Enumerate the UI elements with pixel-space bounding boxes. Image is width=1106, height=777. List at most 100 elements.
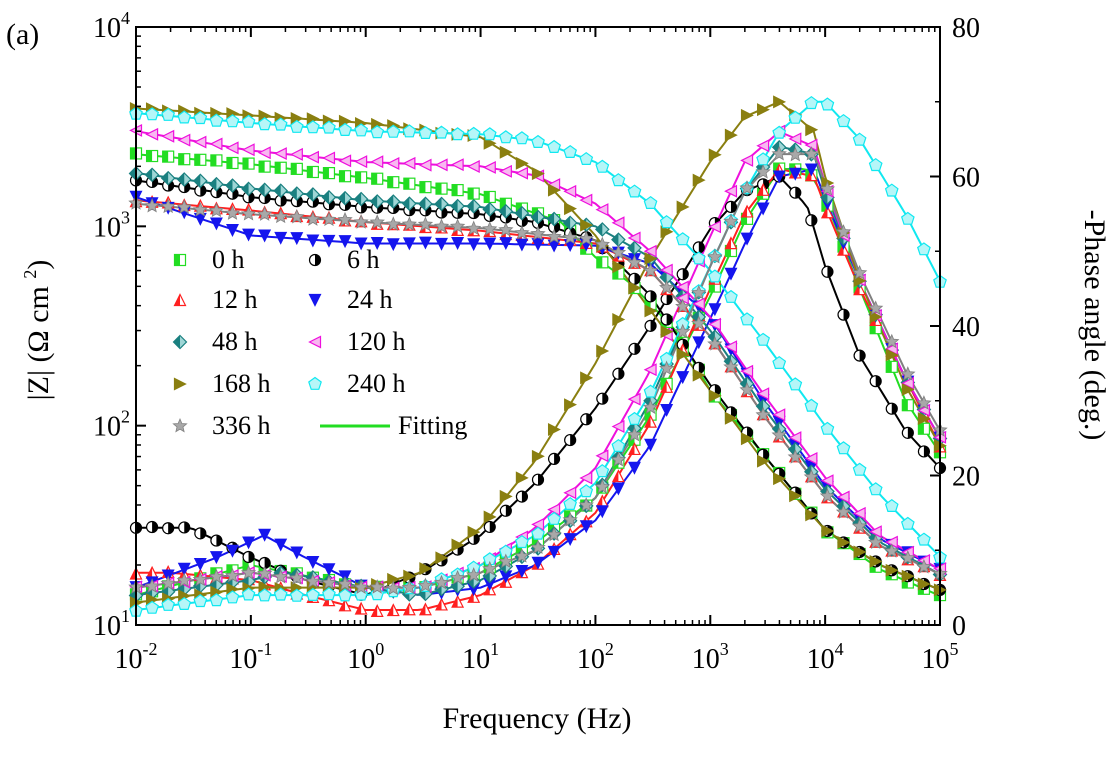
data-point-impedance-336h	[659, 279, 675, 295]
data-point-impedance-24h	[322, 234, 336, 248]
data-point-impedance-24h	[370, 237, 384, 250]
data-point-impedance-120h	[498, 164, 512, 178]
y-left-tick-label: 101	[93, 606, 130, 642]
data-point-impedance-336h	[562, 229, 578, 245]
data-point-impedance-336h	[787, 449, 803, 464]
data-point-impedance-336h	[803, 468, 819, 484]
data-point-phase-6h-fill	[152, 521, 158, 533]
data-point-impedance-48h-fill	[145, 168, 153, 182]
legend: 0 h 6 h 12 h 24 h 48 h 120 h 168 h 240 h 336 h Fi…	[172, 245, 467, 440]
data-point-phase-336h	[514, 548, 530, 563]
data-point-impedance-336h	[224, 205, 241, 220]
data-point-impedance-48h-fill	[338, 191, 346, 205]
data-point-phase-12h-fill	[628, 443, 635, 455]
data-point-phase-168h	[628, 281, 642, 295]
data-point-impedance-120h	[515, 166, 529, 180]
data-point-phase-240h	[289, 588, 304, 602]
data-point-phase-6h-fill	[505, 505, 512, 517]
data-point-phase-6h-fill	[521, 491, 528, 503]
data-point-impedance-336h	[482, 221, 498, 236]
data-point-impedance-336h	[321, 211, 337, 227]
data-point-phase-168h	[580, 371, 594, 385]
data-point-impedance-240h	[305, 120, 320, 134]
data-point-phase-12h-fill	[741, 205, 748, 217]
data-point-phase-168h	[483, 510, 497, 524]
data-point-phase-6h-fill	[538, 474, 544, 486]
data-point-impedance-0h-fill	[902, 577, 908, 589]
data-point-phase-336h	[819, 181, 836, 196]
data-point-phase-168h	[724, 128, 738, 142]
data-point-phase-24h	[515, 565, 529, 578]
data-point-impedance-0h-fill	[146, 150, 153, 162]
data-point-impedance-120h	[868, 525, 882, 539]
data-point-phase-240h	[579, 484, 594, 498]
data-point-phase-168h	[740, 108, 754, 122]
data-point-phase-336h	[498, 553, 514, 569]
data-point-impedance-48h-fill	[563, 216, 571, 230]
data-point-impedance-48h-fill	[788, 442, 796, 456]
data-point-phase-240h	[643, 384, 658, 398]
data-point-phase-48h-fill	[451, 579, 458, 593]
data-point-phase-240h	[161, 597, 176, 611]
data-point-impedance-120h	[611, 216, 625, 230]
legend-marker-120h	[308, 335, 322, 349]
data-point-phase-336h	[401, 579, 417, 595]
data-point-phase-24h	[724, 267, 738, 281]
data-point-phase-24h	[193, 557, 207, 571]
data-point-phase-168h	[773, 95, 787, 109]
data-point-impedance-336h	[594, 236, 610, 252]
data-point-phase-0h-fill	[243, 559, 249, 571]
data-point-phase-240h	[225, 590, 240, 604]
data-point-impedance-240h	[659, 215, 674, 229]
data-point-phase-168h	[435, 551, 449, 565]
data-point-phase-120h	[724, 184, 738, 198]
data-point-impedance-0h-fill	[178, 153, 185, 165]
data-point-impedance-120h	[595, 203, 609, 217]
data-point-phase-336h	[723, 213, 739, 229]
data-point-phase-12h-fill	[403, 603, 410, 615]
data-point-phase-336h	[385, 580, 401, 595]
data-point-impedance-240h	[627, 184, 642, 198]
data-point-phase-240h	[547, 511, 562, 525]
data-point-impedance-6h-fill	[666, 314, 673, 326]
data-point-phase-0h-fill	[259, 563, 265, 575]
data-point-impedance-240h	[322, 120, 336, 134]
data-point-impedance-240h	[241, 114, 256, 128]
data-point-phase-0h-fill	[725, 245, 731, 257]
data-point-impedance-120h	[466, 160, 480, 173]
data-point-impedance-0h-fill	[162, 151, 169, 163]
data-point-phase-168h	[644, 252, 658, 266]
legend-label: 12 h	[212, 285, 258, 314]
data-point-phase-336h	[916, 395, 932, 410]
data-point-phase-336h	[675, 323, 691, 339]
legend-marker-24h	[308, 293, 322, 307]
data-point-phase-24h	[177, 562, 191, 576]
panel-label: (a)	[6, 18, 39, 51]
legend-label: 336 h	[212, 411, 271, 440]
data-point-phase-168h	[917, 412, 931, 426]
data-point-phase-336h	[240, 564, 257, 580]
data-point-impedance-0h-fill	[194, 154, 201, 166]
data-point-phase-240h	[788, 110, 803, 124]
x-tick-label: 100	[347, 639, 384, 675]
data-point-phase-240h	[900, 211, 915, 225]
data-point-phase-120h	[900, 376, 914, 390]
data-point-phase-168h	[531, 449, 545, 463]
data-point-phase-120h	[611, 420, 625, 433]
data-point-phase-336h	[594, 478, 611, 494]
data-point-impedance-240h	[209, 113, 224, 127]
data-point-impedance-336h	[353, 214, 369, 229]
unit-exponent: 2	[20, 270, 40, 279]
data-point-impedance-336h	[578, 230, 594, 246]
data-point-impedance-336h	[192, 201, 209, 217]
data-point-phase-336h	[546, 526, 562, 542]
data-point-phase-168h	[564, 398, 578, 412]
data-point-phase-6h-fill	[666, 293, 673, 305]
data-point-phase-12h-fill	[757, 184, 764, 196]
y-left-tick-label: 102	[93, 407, 130, 443]
data-point-impedance-24h	[354, 237, 368, 251]
x-axis-label: Frequency (Hz)	[442, 702, 631, 735]
data-point-impedance-120h	[820, 474, 834, 488]
data-point-impedance-240h	[289, 119, 304, 133]
data-point-phase-168h	[403, 569, 417, 583]
